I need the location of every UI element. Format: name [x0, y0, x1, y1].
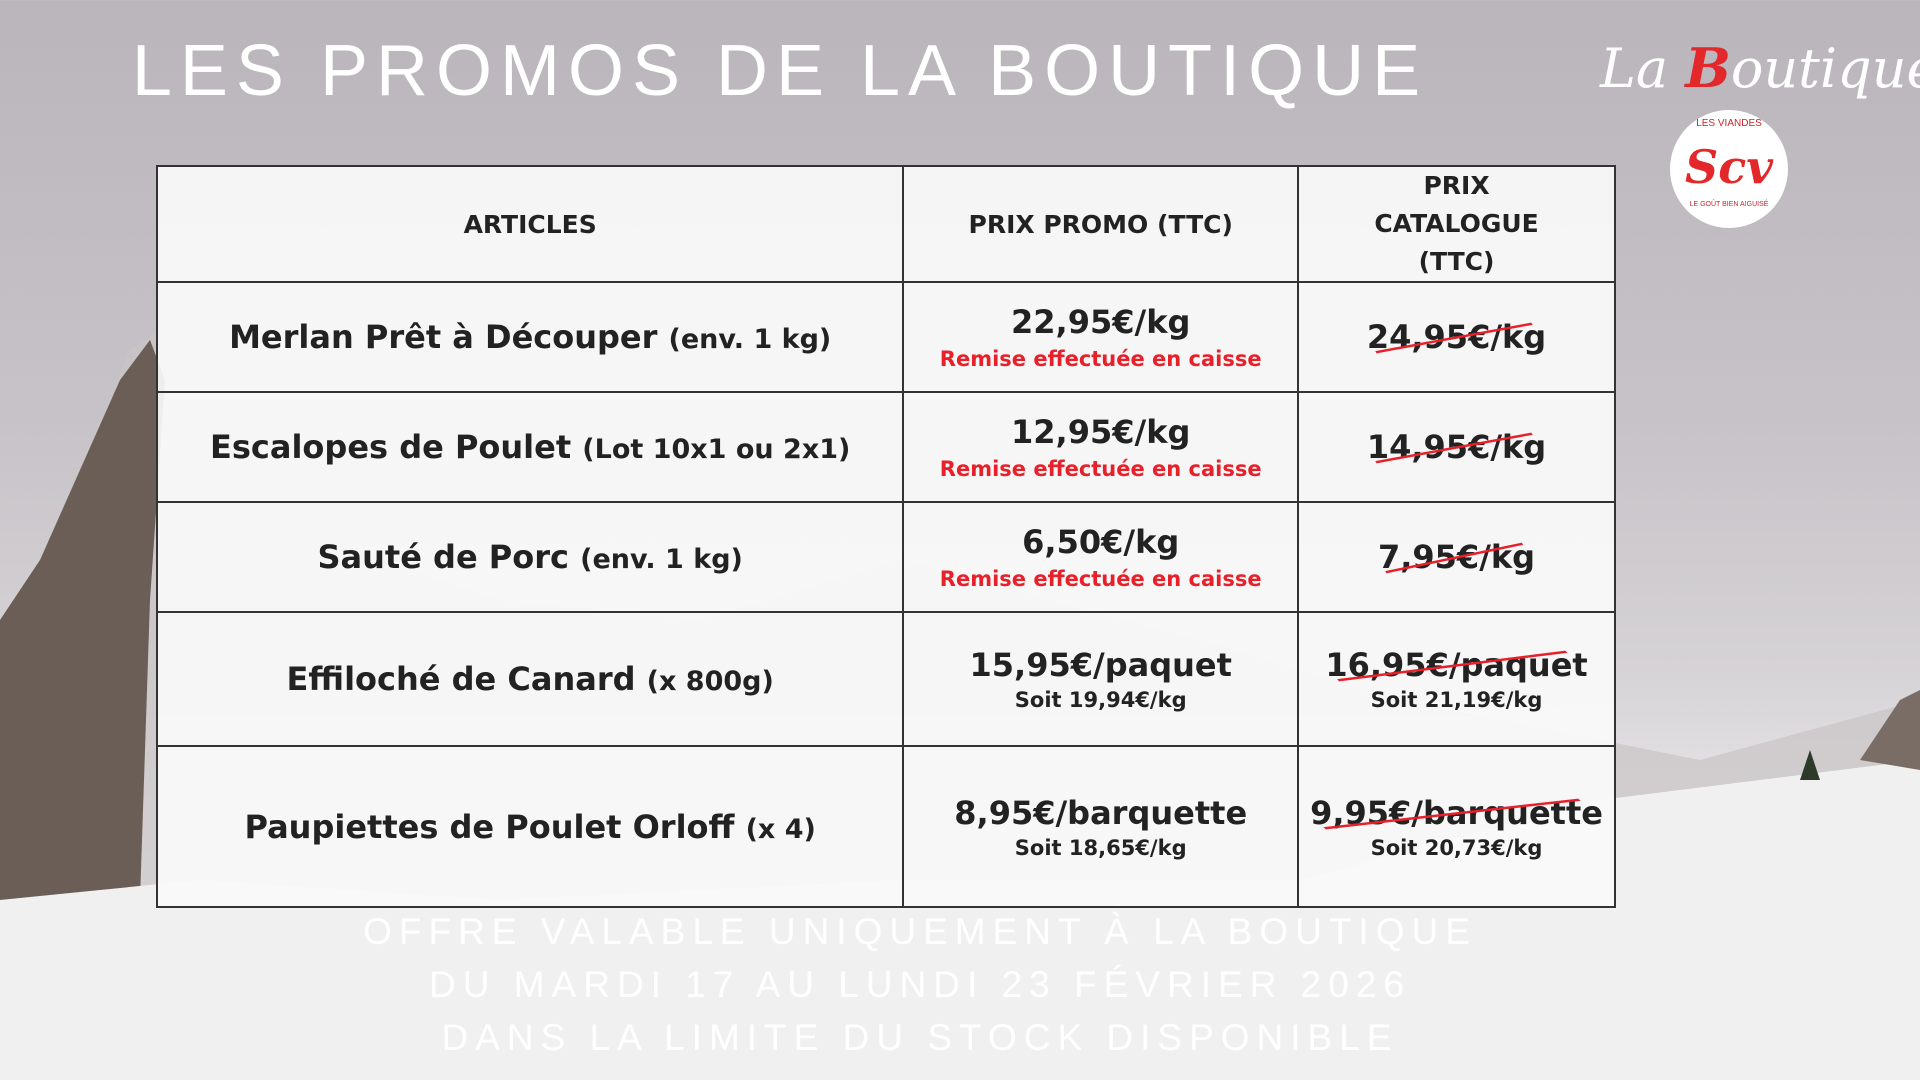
- article-cell: Escalopes de Poulet (Lot 10x1 ou 2x1): [155, 391, 905, 503]
- catalogue-price-cell: 9,95€/barquette Soit 20,73€/kg: [1297, 745, 1616, 908]
- promo-price: 6,50€/kg: [1022, 523, 1180, 561]
- promo-note: Remise effectuée en caisse: [939, 457, 1262, 481]
- table-row: Escalopes de Poulet (Lot 10x1 ou 2x1) 12…: [155, 391, 1616, 503]
- catalogue-price-struck: 7,95€/kg: [1378, 538, 1535, 576]
- article-name: Paupiettes de Poulet Orloff: [244, 807, 735, 846]
- catalogue-price-struck: 9,95€/barquette: [1310, 794, 1603, 832]
- article-detail: (x 800g): [646, 666, 774, 697]
- promo-note: Soit 18,65€/kg: [1014, 835, 1187, 860]
- article-detail: (env. 1 kg): [580, 544, 743, 575]
- article-detail: (env. 1 kg): [668, 324, 832, 355]
- promo-price-cell: 15,95€/paquet Soit 19,94€/kg: [902, 611, 1300, 747]
- article-name: Effiloché de Canard: [286, 660, 636, 698]
- catalogue-price-struck: 16,95€/paquet: [1325, 646, 1587, 684]
- article-cell: Paupiettes de Poulet Orloff (x 4): [155, 745, 905, 908]
- footer-line: DU MARDI 17 AU LUNDI 23 FÉVRIER 2026: [429, 964, 1411, 1005]
- catalogue-note: Soit 21,19€/kg: [1370, 688, 1543, 712]
- promo-price: 15,95€/paquet: [969, 646, 1232, 684]
- table-row: Effiloché de Canard (x 800g) 15,95€/paqu…: [155, 611, 1616, 747]
- header-prix-catalogue: PRIX CATALOGUE (TTC): [1297, 165, 1616, 283]
- catalogue-price-cell: 16,95€/paquet Soit 21,19€/kg: [1297, 611, 1616, 747]
- la-boutique-wordmark: La Boutique: [1600, 36, 1920, 100]
- header-prix-promo: PRIX PROMO (TTC): [902, 165, 1300, 283]
- catalogue-price-struck: 14,95€/kg: [1367, 428, 1546, 466]
- article-cell: Merlan Prêt à Découper (env. 1 kg): [155, 281, 905, 393]
- article-name: Merlan Prêt à Découper: [229, 318, 658, 356]
- article-name: Escalopes de Poulet: [209, 428, 572, 466]
- promo-price-cell: 12,95€/kg Remise effectuée en caisse: [902, 391, 1300, 503]
- catalogue-price-cell: 24,95€/kg: [1297, 281, 1616, 393]
- boutique-logo: La Boutique LES VIANDES Scv LE GOÛT BIEN…: [1590, 35, 1920, 235]
- catalogue-price-cell: 14,95€/kg: [1297, 391, 1616, 503]
- article-cell: Sauté de Porc (env. 1 kg): [155, 501, 905, 613]
- footer-line: OFFRE VALABLE UNIQUEMENT À LA BOUTIQUE: [363, 911, 1477, 952]
- promo-price-cell: 6,50€/kg Remise effectuée en caisse: [902, 501, 1300, 613]
- catalogue-price-cell: 7,95€/kg: [1297, 501, 1616, 613]
- article-detail: (Lot 10x1 ou 2x1): [582, 434, 851, 465]
- promo-note: Remise effectuée en caisse: [939, 347, 1262, 371]
- article-name: Sauté de Porc: [317, 538, 569, 576]
- footer-line: DANS LA LIMITE DU STOCK DISPONIBLE: [441, 1017, 1399, 1058]
- promo-price: 22,95€/kg: [1011, 303, 1191, 341]
- strikethrough-line: [1375, 432, 1533, 464]
- catalogue-price-struck: 24,95€/kg: [1367, 318, 1546, 356]
- offer-conditions: OFFRE VALABLE UNIQUEMENT À LA BOUTIQUE D…: [0, 905, 1840, 1064]
- table-row: Paupiettes de Poulet Orloff (x 4) 8,95€/…: [155, 745, 1616, 908]
- strikethrough-line: [1375, 322, 1533, 354]
- table-row: Sauté de Porc (env. 1 kg) 6,50€/kg Remise…: [155, 501, 1616, 613]
- strikethrough-line: [1337, 650, 1568, 682]
- promo-price-cell: 8,95€/barquette Soit 18,65€/kg: [902, 745, 1300, 908]
- header-articles: ARTICLES: [155, 165, 905, 283]
- promo-note: Remise effectuée en caisse: [939, 567, 1262, 591]
- table-row: Merlan Prêt à Découper (env. 1 kg) 22,95…: [155, 281, 1616, 393]
- article-detail: (x 4): [745, 813, 816, 845]
- strikethrough-line: [1323, 798, 1581, 829]
- catalogue-note: Soit 20,73€/kg: [1370, 835, 1543, 860]
- article-cell: Effiloché de Canard (x 800g): [155, 611, 905, 747]
- strikethrough-line: [1385, 542, 1524, 574]
- promo-price: 8,95€/barquette: [954, 793, 1248, 832]
- promo-price-cell: 22,95€/kg Remise effectuée en caisse: [902, 281, 1300, 393]
- promo-note: Soit 19,94€/kg: [1014, 688, 1187, 712]
- scv-logo-badge: LES VIANDES Scv LE GOÛT BIEN AIGUISÉ: [1670, 110, 1788, 228]
- promo-table: ARTICLES PRIX PROMO (TTC) PRIX CATALOGUE…: [155, 165, 1616, 908]
- page-title: LES PROMOS DE LA BOUTIQUE: [131, 31, 1429, 111]
- promo-price: 12,95€/kg: [1011, 413, 1191, 451]
